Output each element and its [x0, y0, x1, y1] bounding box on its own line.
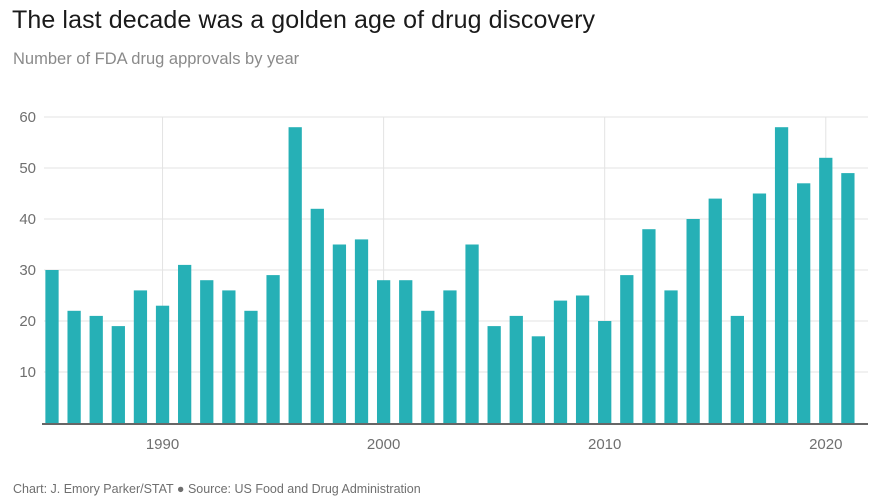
bar-1986 — [67, 310, 81, 423]
bar-2015 — [708, 198, 722, 423]
bar-1998 — [332, 244, 347, 423]
bar-2000 — [376, 280, 391, 423]
bar-2020 — [819, 157, 833, 424]
bars — [45, 127, 855, 424]
bar-1985 — [45, 270, 59, 423]
bar-2005 — [487, 326, 501, 423]
bar-2017 — [752, 193, 767, 423]
chart-title: The last decade was a golden age of drug… — [12, 6, 596, 34]
bar-2019 — [797, 183, 811, 423]
bar-1990 — [155, 305, 170, 423]
y-tick-label: 30 — [19, 262, 36, 279]
bar-1999 — [354, 239, 369, 423]
bar-1989 — [133, 290, 148, 423]
y-tick-label: 40 — [19, 211, 36, 228]
bar-2011 — [620, 275, 634, 423]
bar-1987 — [89, 315, 103, 423]
bar-1993 — [222, 290, 236, 423]
chart-footer: Chart: J. Emory Parker/STAT ● Source: US… — [13, 482, 421, 496]
bar-2018 — [774, 127, 789, 423]
bar-1988 — [111, 326, 125, 423]
x-tick-label: 2010 — [588, 436, 621, 453]
bar-2006 — [509, 315, 523, 423]
bar-2009 — [575, 295, 590, 423]
x-tick-label: 2020 — [809, 436, 842, 453]
bar-2010 — [598, 321, 612, 423]
bar-1997 — [310, 208, 324, 423]
bar-2001 — [399, 280, 413, 423]
bar-1995 — [266, 275, 280, 423]
bar-1992 — [200, 280, 214, 423]
bar-2016 — [730, 315, 744, 423]
bar-1996 — [288, 127, 302, 423]
x-axis-ticks: 1990 2000 2010 2020 — [146, 436, 843, 453]
bar-2014 — [686, 219, 700, 423]
bar-1991 — [178, 264, 192, 423]
bar-2004 — [465, 244, 479, 423]
bar-2021 — [841, 173, 855, 423]
y-axis-ticks: 10 20 30 40 50 60 — [19, 109, 36, 381]
bar-2013 — [664, 290, 678, 423]
bar-2008 — [553, 300, 568, 423]
y-tick-label: 10 — [19, 364, 36, 381]
x-tick-label: 2000 — [367, 436, 400, 453]
bar-2007 — [531, 336, 546, 423]
bar-2002 — [421, 310, 435, 423]
y-tick-label: 50 — [19, 160, 36, 177]
y-tick-label: 20 — [19, 313, 36, 330]
bar-1994 — [244, 310, 258, 423]
chart-subtitle: Number of FDA drug approvals by year — [13, 50, 300, 68]
bar-2012 — [642, 229, 656, 423]
y-tick-label: 60 — [19, 109, 36, 126]
x-tick-label: 1990 — [146, 436, 179, 453]
bar-2003 — [443, 290, 457, 423]
